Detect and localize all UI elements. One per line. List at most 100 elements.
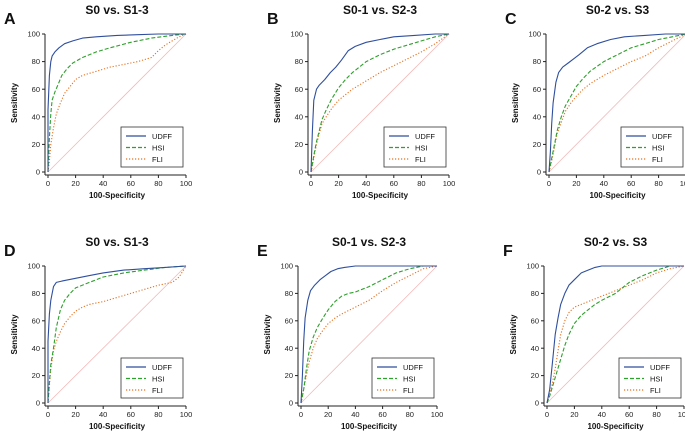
panel-f: F S0-2 vs. S3 0 20 40 60 80 100 0 20 40 60 80 100 100-… [503, 235, 685, 431]
roc-curve-hsi [548, 33, 685, 173]
panel-label: B [267, 11, 279, 28]
y-tick-label: 0 [537, 168, 541, 177]
roc-curve-udff [300, 265, 437, 404]
x-axis-label: 100-Specificity [589, 191, 646, 200]
legend-label: HSI [415, 144, 428, 153]
x-axis-label: 100-Specificity [89, 422, 146, 431]
legend-label: FLI [650, 386, 661, 395]
chart-title: S0 vs. S1-3 [85, 235, 149, 249]
y-tick-label: 100 [280, 262, 293, 271]
x-tick-label: 0 [46, 410, 50, 419]
y-tick-label: 100 [27, 30, 40, 39]
chart-title: S0-1 vs. S2-3 [343, 3, 417, 17]
x-tick-label: 20 [71, 410, 79, 419]
x-tick-label: 80 [654, 179, 662, 188]
y-tick-label: 80 [32, 289, 40, 298]
x-tick-label: 20 [324, 410, 332, 419]
roc-curve-hsi [310, 33, 450, 173]
roc-curve-fli [300, 265, 438, 404]
legend-label: UDFF [152, 363, 172, 372]
legend-label: UDFF [415, 132, 435, 141]
legend-label: HSI [652, 144, 665, 153]
x-tick-label: 80 [154, 410, 162, 419]
x-tick-label: 0 [309, 179, 313, 188]
y-tick-label: 100 [528, 30, 541, 39]
y-tick-label: 80 [533, 57, 541, 66]
y-tick-label: 80 [32, 57, 40, 66]
legend: UDFF HSI FLI [371, 357, 435, 399]
roc-curve-udff [546, 265, 684, 404]
roc-curve-fli [310, 33, 450, 173]
x-tick-label: 100 [431, 410, 444, 419]
x-tick-label: 80 [406, 410, 414, 419]
legend-box [620, 126, 684, 168]
roc-curve-fli [47, 33, 187, 173]
x-tick-label: 20 [334, 179, 342, 188]
chart-title: S0-2 vs. S3 [584, 235, 648, 249]
legend: UDFF HSI FLI [120, 357, 184, 399]
legend-label: FLI [652, 155, 663, 164]
y-tick-label: 0 [299, 168, 303, 177]
x-tick-label: 20 [570, 410, 578, 419]
x-tick-label: 40 [362, 179, 370, 188]
x-tick-label: 80 [154, 179, 162, 188]
y-tick-label: 40 [32, 112, 40, 121]
y-tick-label: 80 [295, 57, 303, 66]
y-tick-label: 0 [36, 399, 40, 408]
legend-label: UDFF [650, 363, 670, 372]
x-tick-label: 60 [390, 179, 398, 188]
x-tick-label: 80 [417, 179, 425, 188]
x-tick-label: 40 [600, 179, 608, 188]
chart-title: S0 vs. S1-3 [85, 3, 149, 17]
y-axis-label: Sensitivity [509, 314, 518, 355]
panel-label: A [4, 11, 16, 28]
reference-diagonal [548, 34, 685, 173]
x-axis-label: 100-Specificity [341, 422, 398, 431]
roc-curve-hsi [47, 33, 187, 173]
x-tick-label: 60 [127, 410, 135, 419]
legend-box [371, 357, 435, 399]
x-tick-label: 20 [71, 179, 79, 188]
x-tick-label: 0 [547, 179, 551, 188]
y-tick-label: 60 [295, 85, 303, 94]
legend-label: UDFF [152, 132, 172, 141]
y-tick-label: 60 [533, 85, 541, 94]
x-tick-label: 0 [299, 410, 303, 419]
y-tick-label: 40 [531, 344, 539, 353]
panel-label: E [257, 243, 268, 260]
x-tick-label: 0 [46, 179, 50, 188]
y-tick-label: 20 [285, 371, 293, 380]
x-tick-label: 100 [443, 179, 456, 188]
x-tick-label: 100 [680, 179, 685, 188]
panel-e: E S0-1 vs. S2-3 0 20 40 60 80 100 0 20 40 60 80 100 10… [257, 235, 443, 431]
y-tick-label: 60 [32, 85, 40, 94]
x-tick-label: 40 [99, 179, 107, 188]
legend-label: HSI [152, 375, 165, 384]
x-tick-label: 40 [351, 410, 359, 419]
reference-diagonal [47, 33, 187, 173]
panel-label: D [4, 243, 16, 260]
legend-box [383, 126, 447, 168]
y-tick-label: 40 [295, 112, 303, 121]
reference-diagonal [300, 265, 438, 404]
y-tick-label: 40 [285, 344, 293, 353]
x-tick-label: 60 [378, 410, 386, 419]
y-tick-label: 60 [285, 316, 293, 325]
y-tick-label: 0 [36, 168, 40, 177]
legend-label: FLI [403, 386, 414, 395]
legend-label: FLI [152, 386, 163, 395]
legend: UDFF HSI FLI [620, 126, 684, 168]
legend-box [120, 357, 184, 399]
y-axis-label: Sensitivity [10, 82, 19, 123]
x-axis-label: 100-Specificity [587, 422, 644, 431]
x-tick-label: 60 [625, 410, 633, 419]
panel-c: C S0-2 vs. S3 0 20 40 60 80 100 0 20 40 60 80 100 100-… [505, 3, 685, 200]
y-axis-label: Sensitivity [511, 82, 520, 123]
y-axis-label: Sensitivity [10, 314, 19, 355]
x-tick-label: 60 [627, 179, 635, 188]
legend: UDFF HSI FLI [383, 126, 447, 168]
roc-curve-udff [310, 33, 449, 173]
x-axis-label: 100-Specificity [352, 191, 409, 200]
legend-box [618, 357, 682, 399]
y-tick-label: 100 [526, 262, 539, 271]
